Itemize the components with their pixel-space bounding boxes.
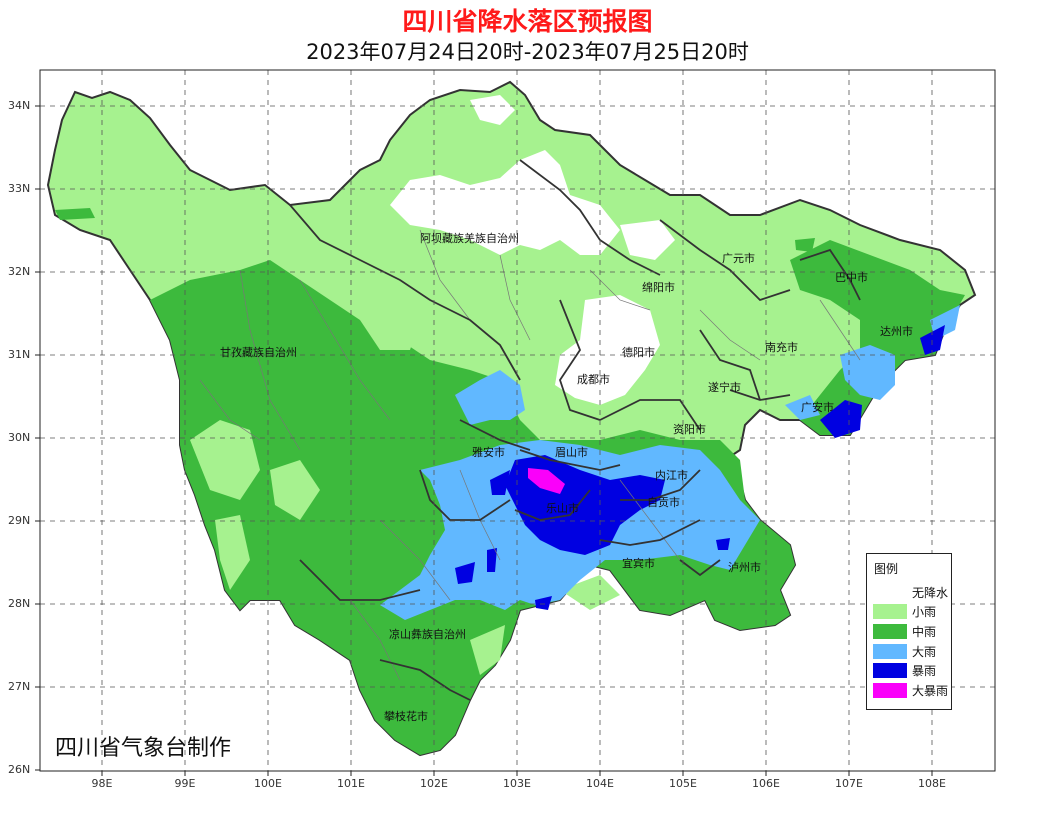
y-tick-label: 27N <box>8 680 31 693</box>
city-label-nanchong: 南充市 <box>765 340 798 354</box>
map-title: 四川省降水落区预报图 <box>402 7 653 36</box>
city-label-suining: 遂宁市 <box>708 380 741 394</box>
x-tick-label: 104E <box>586 777 614 790</box>
city-label-leshan: 乐山市 <box>546 501 579 515</box>
y-tick-label: 30N <box>8 431 31 444</box>
city-label-deyang: 德阳市 <box>622 345 655 359</box>
map-subtitle: 2023年07月24日20时-2023年07月25日20时 <box>306 40 749 64</box>
city-label-dazhou: 达州市 <box>880 324 913 338</box>
legend-item-none: 无降水 <box>873 583 948 601</box>
legend-label: 中雨 <box>912 624 937 639</box>
city-label-luzhou: 泸州市 <box>728 560 761 574</box>
legend-label: 无降水 <box>912 585 949 600</box>
legend-item-heavy: 大雨 <box>873 642 936 660</box>
y-tick-label: 26N <box>8 763 31 776</box>
x-tick-label: 100E <box>254 777 282 790</box>
y-tick-label: 28N <box>8 597 31 610</box>
legend-label: 暴雨 <box>912 663 937 678</box>
legend-item-rainstorm: 暴雨 <box>873 661 936 679</box>
legend-label: 大暴雨 <box>912 683 949 698</box>
legend-item-moderate: 中雨 <box>873 622 936 640</box>
city-label-mianyang: 绵阳市 <box>642 280 675 294</box>
legend-swatch <box>873 662 907 678</box>
city-label-ganzi: 甘孜藏族自治州 <box>220 345 297 359</box>
city-label-meishan: 眉山市 <box>555 445 588 459</box>
y-tick-label: 29N <box>8 514 31 527</box>
legend-item-extreme: 大暴雨 <box>873 681 948 699</box>
credit-text: 四川省气象台制作 <box>55 736 232 761</box>
city-label-chengdu: 成都市 <box>577 372 610 386</box>
city-label-yibin: 宜宾市 <box>622 556 655 570</box>
city-label-ziyang: 资阳市 <box>673 422 706 436</box>
y-tick-label: 31N <box>8 348 31 361</box>
legend-swatch <box>873 682 907 698</box>
legend-label: 大雨 <box>912 644 937 659</box>
legend-swatch <box>873 584 907 600</box>
y-tick-label: 32N <box>8 265 31 278</box>
y-tick-label: 33N <box>8 182 31 195</box>
city-label-aba: 阿坝藏族羌族自治州 <box>420 231 519 245</box>
x-tick-label: 106E <box>752 777 780 790</box>
x-tick-label: 101E <box>337 777 365 790</box>
legend-swatch <box>873 603 907 619</box>
legend-swatch <box>873 623 907 639</box>
city-label-guangyuan: 广元市 <box>722 251 755 265</box>
city-label-liangshan: 凉山彝族自治州 <box>389 627 466 641</box>
city-label-guangan: 广安市 <box>801 400 834 414</box>
x-tick-label: 99E <box>174 777 196 790</box>
city-label-panzhihua: 攀枝花市 <box>384 709 428 723</box>
legend-item-light: 小雨 <box>873 602 936 620</box>
city-label-yaan: 雅安市 <box>472 445 505 459</box>
city-label-neijiang: 内江市 <box>655 468 688 482</box>
city-label-zigong: 自贡市 <box>647 495 680 509</box>
legend: 图例 无降水 小雨 中雨 大雨 暴雨 大暴雨 <box>866 553 952 710</box>
x-tick-label: 102E <box>420 777 448 790</box>
legend-label: 小雨 <box>912 604 937 619</box>
x-tick-label: 103E <box>503 777 531 790</box>
city-label-bazhong: 巴中市 <box>835 270 868 284</box>
x-tick-label: 105E <box>669 777 697 790</box>
x-tick-label: 108E <box>918 777 946 790</box>
legend-title: 图例 <box>874 562 899 576</box>
x-tick-label: 107E <box>835 777 863 790</box>
y-tick-label: 34N <box>8 99 31 112</box>
legend-swatch <box>873 643 907 659</box>
x-tick-label: 98E <box>91 777 113 790</box>
